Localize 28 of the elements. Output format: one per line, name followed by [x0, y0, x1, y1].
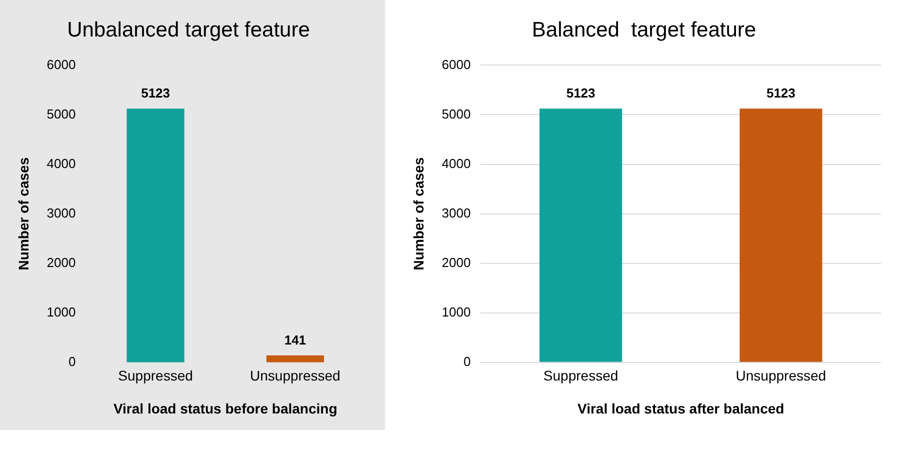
y-tick-label: 6000: [46, 56, 76, 72]
y-axis-title: Number of cases: [15, 157, 32, 270]
x-axis-title: Viral load status before balancing: [113, 400, 338, 416]
y-axis-title: Number of cases: [410, 157, 426, 270]
y-tick-label: 0: [68, 354, 76, 369]
data-label: 5123: [566, 86, 596, 101]
data-label: 141: [284, 332, 306, 348]
y-tick-label: 1000: [46, 304, 76, 320]
x-tick-label: Unsuppressed: [250, 368, 340, 384]
chart-title: Balanced target feature: [532, 18, 756, 42]
y-tick-label: 1000: [442, 304, 471, 320]
y-tick-label: 3000: [46, 205, 76, 220]
y-tick-label: 4000: [442, 156, 471, 171]
y-tick-label: 5000: [46, 106, 76, 122]
y-tick-label: 4000: [46, 156, 76, 171]
y-tick-label: 3000: [442, 205, 471, 220]
data-label: 5123: [766, 86, 796, 101]
x-tick-label: Suppressed: [118, 368, 193, 384]
chart-title: Unbalanced target feature: [67, 18, 310, 42]
y-tick-label: 5000: [442, 106, 471, 122]
y-tick-label: 2000: [442, 254, 471, 270]
x-tick-label: Unsuppressed: [736, 368, 826, 384]
y-tick-label: 0: [463, 354, 471, 369]
x-axis-title: Viral load status after balanced: [578, 400, 784, 416]
data-label: 5123: [141, 86, 170, 101]
y-tick-label: 2000: [46, 254, 76, 270]
y-tick-label: 6000: [442, 56, 471, 72]
x-tick-label: Suppressed: [543, 368, 618, 384]
